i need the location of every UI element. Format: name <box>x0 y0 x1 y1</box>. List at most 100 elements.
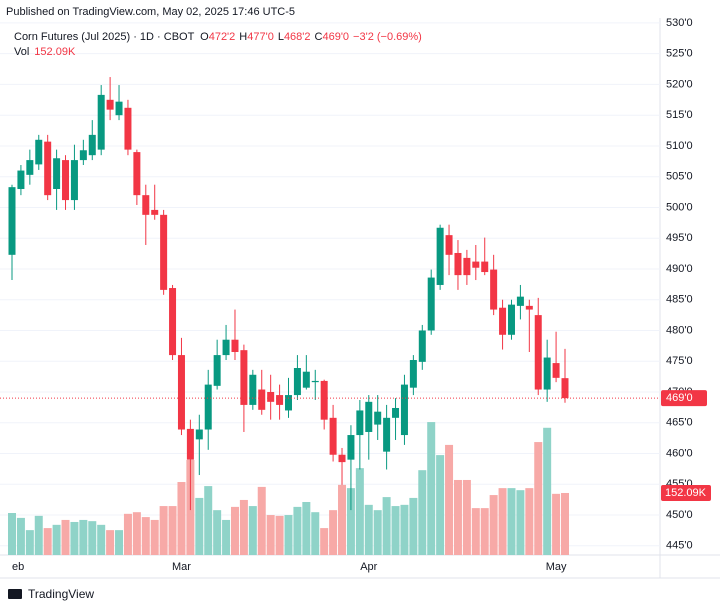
volume-bar <box>480 508 489 555</box>
volume-bar <box>489 495 498 555</box>
candle-body <box>133 152 141 196</box>
candle-body <box>347 435 355 460</box>
volume-value: 152.09K <box>34 46 76 58</box>
volume-bar <box>400 504 409 555</box>
candle-body <box>427 277 435 331</box>
y-tick-label: 510'0 <box>666 140 693 152</box>
volume-bar <box>462 479 471 555</box>
volume-bar <box>61 519 70 555</box>
volume-legend: Vol 152.09K <box>14 46 76 58</box>
candle-body <box>329 417 337 455</box>
candle-body <box>97 94 105 150</box>
volume-bar <box>159 506 168 555</box>
candle-body <box>160 214 168 290</box>
candle-body <box>267 391 275 402</box>
volume-bar <box>302 501 311 555</box>
candle-body <box>374 411 382 425</box>
candle-body <box>70 160 78 201</box>
last-price-box <box>661 390 707 407</box>
volume-bar <box>195 497 204 555</box>
volume-bar <box>239 499 248 555</box>
volume-bar <box>8 513 16 555</box>
volume-bar <box>43 528 52 555</box>
ohlc-value: 472'2 <box>209 31 236 43</box>
volume-bar <box>257 486 266 555</box>
volume-bar <box>293 506 302 555</box>
y-tick-label: 525'0 <box>666 48 693 60</box>
candle-body <box>400 384 408 436</box>
ohlc-value: 477'0 <box>247 31 274 43</box>
candle-body <box>249 374 257 405</box>
ohlc-value: 469'0 <box>322 31 349 43</box>
change-value: −3'2 (−0.69%) <box>353 31 422 43</box>
volume-value-box <box>661 484 711 501</box>
candle-body <box>383 417 391 452</box>
volume-bar <box>471 508 480 555</box>
volume-bar <box>445 444 454 555</box>
volume-bar <box>453 479 462 555</box>
volume-bar <box>373 510 382 555</box>
volume-bars <box>8 422 569 555</box>
y-tick-label: 520'0 <box>666 78 693 90</box>
volume-bar <box>355 468 364 555</box>
volume-bar <box>284 515 293 555</box>
volume-bar <box>275 515 284 555</box>
volume-bar <box>436 455 445 555</box>
candle-body <box>106 99 114 110</box>
volume-name: Vol <box>14 46 29 58</box>
volume-bar <box>311 512 320 555</box>
candle-body <box>481 261 489 273</box>
volume-bar <box>88 521 97 555</box>
volume-bar <box>382 497 391 555</box>
candle-body <box>35 139 43 165</box>
x-tick-label: Mar <box>172 561 191 573</box>
volume-bar <box>97 524 106 555</box>
candle-body <box>409 360 417 388</box>
symbol-name: Corn Futures (Jul 2025) · 1D · CBOT <box>14 31 195 43</box>
candle-body <box>62 160 70 201</box>
volume-bar <box>52 524 61 555</box>
volume-bar <box>320 528 329 555</box>
volume-bar <box>364 504 373 555</box>
candle-body <box>392 407 400 418</box>
volume-bar <box>115 530 124 555</box>
volume-bar <box>543 427 552 555</box>
candle-body <box>8 187 16 255</box>
ohlc-key: L <box>278 31 284 43</box>
candle-body <box>169 288 177 356</box>
candle-body <box>436 227 444 285</box>
y-tick-label: 485'0 <box>666 294 693 306</box>
volume-bar <box>132 512 141 555</box>
candle-body <box>311 380 319 383</box>
y-tick-label: 530'0 <box>666 17 693 29</box>
candle-body <box>195 429 203 440</box>
volume-bar <box>409 497 418 555</box>
volume-bar <box>338 484 347 555</box>
volume-bar <box>266 515 275 555</box>
y-tick-label: 490'0 <box>666 263 693 275</box>
candle-body <box>454 252 462 276</box>
volume-bar <box>168 506 177 555</box>
candle-body <box>285 395 292 411</box>
volume-bar <box>329 510 338 555</box>
candle-body <box>88 134 96 156</box>
candle-body <box>543 357 551 390</box>
candle-body <box>302 371 310 388</box>
symbol-legend: Corn Futures (Jul 2025) · 1D · CBOT O472'… <box>14 31 422 43</box>
candle-body <box>293 368 301 396</box>
candle-body <box>561 378 569 399</box>
ohlc-value: 468'2 <box>284 31 311 43</box>
candle-body <box>552 363 560 378</box>
volume-bar <box>561 492 569 555</box>
logo-icon <box>8 589 22 599</box>
volume-bar <box>418 470 427 555</box>
candle-body <box>213 355 221 386</box>
candle-body <box>186 428 194 460</box>
candle-body <box>365 401 373 432</box>
candle-body <box>356 410 364 436</box>
candle-body <box>124 107 132 150</box>
volume-bar <box>498 488 507 555</box>
candle-body <box>258 389 266 410</box>
volume-bar <box>213 510 222 555</box>
volume-bar <box>123 513 132 555</box>
